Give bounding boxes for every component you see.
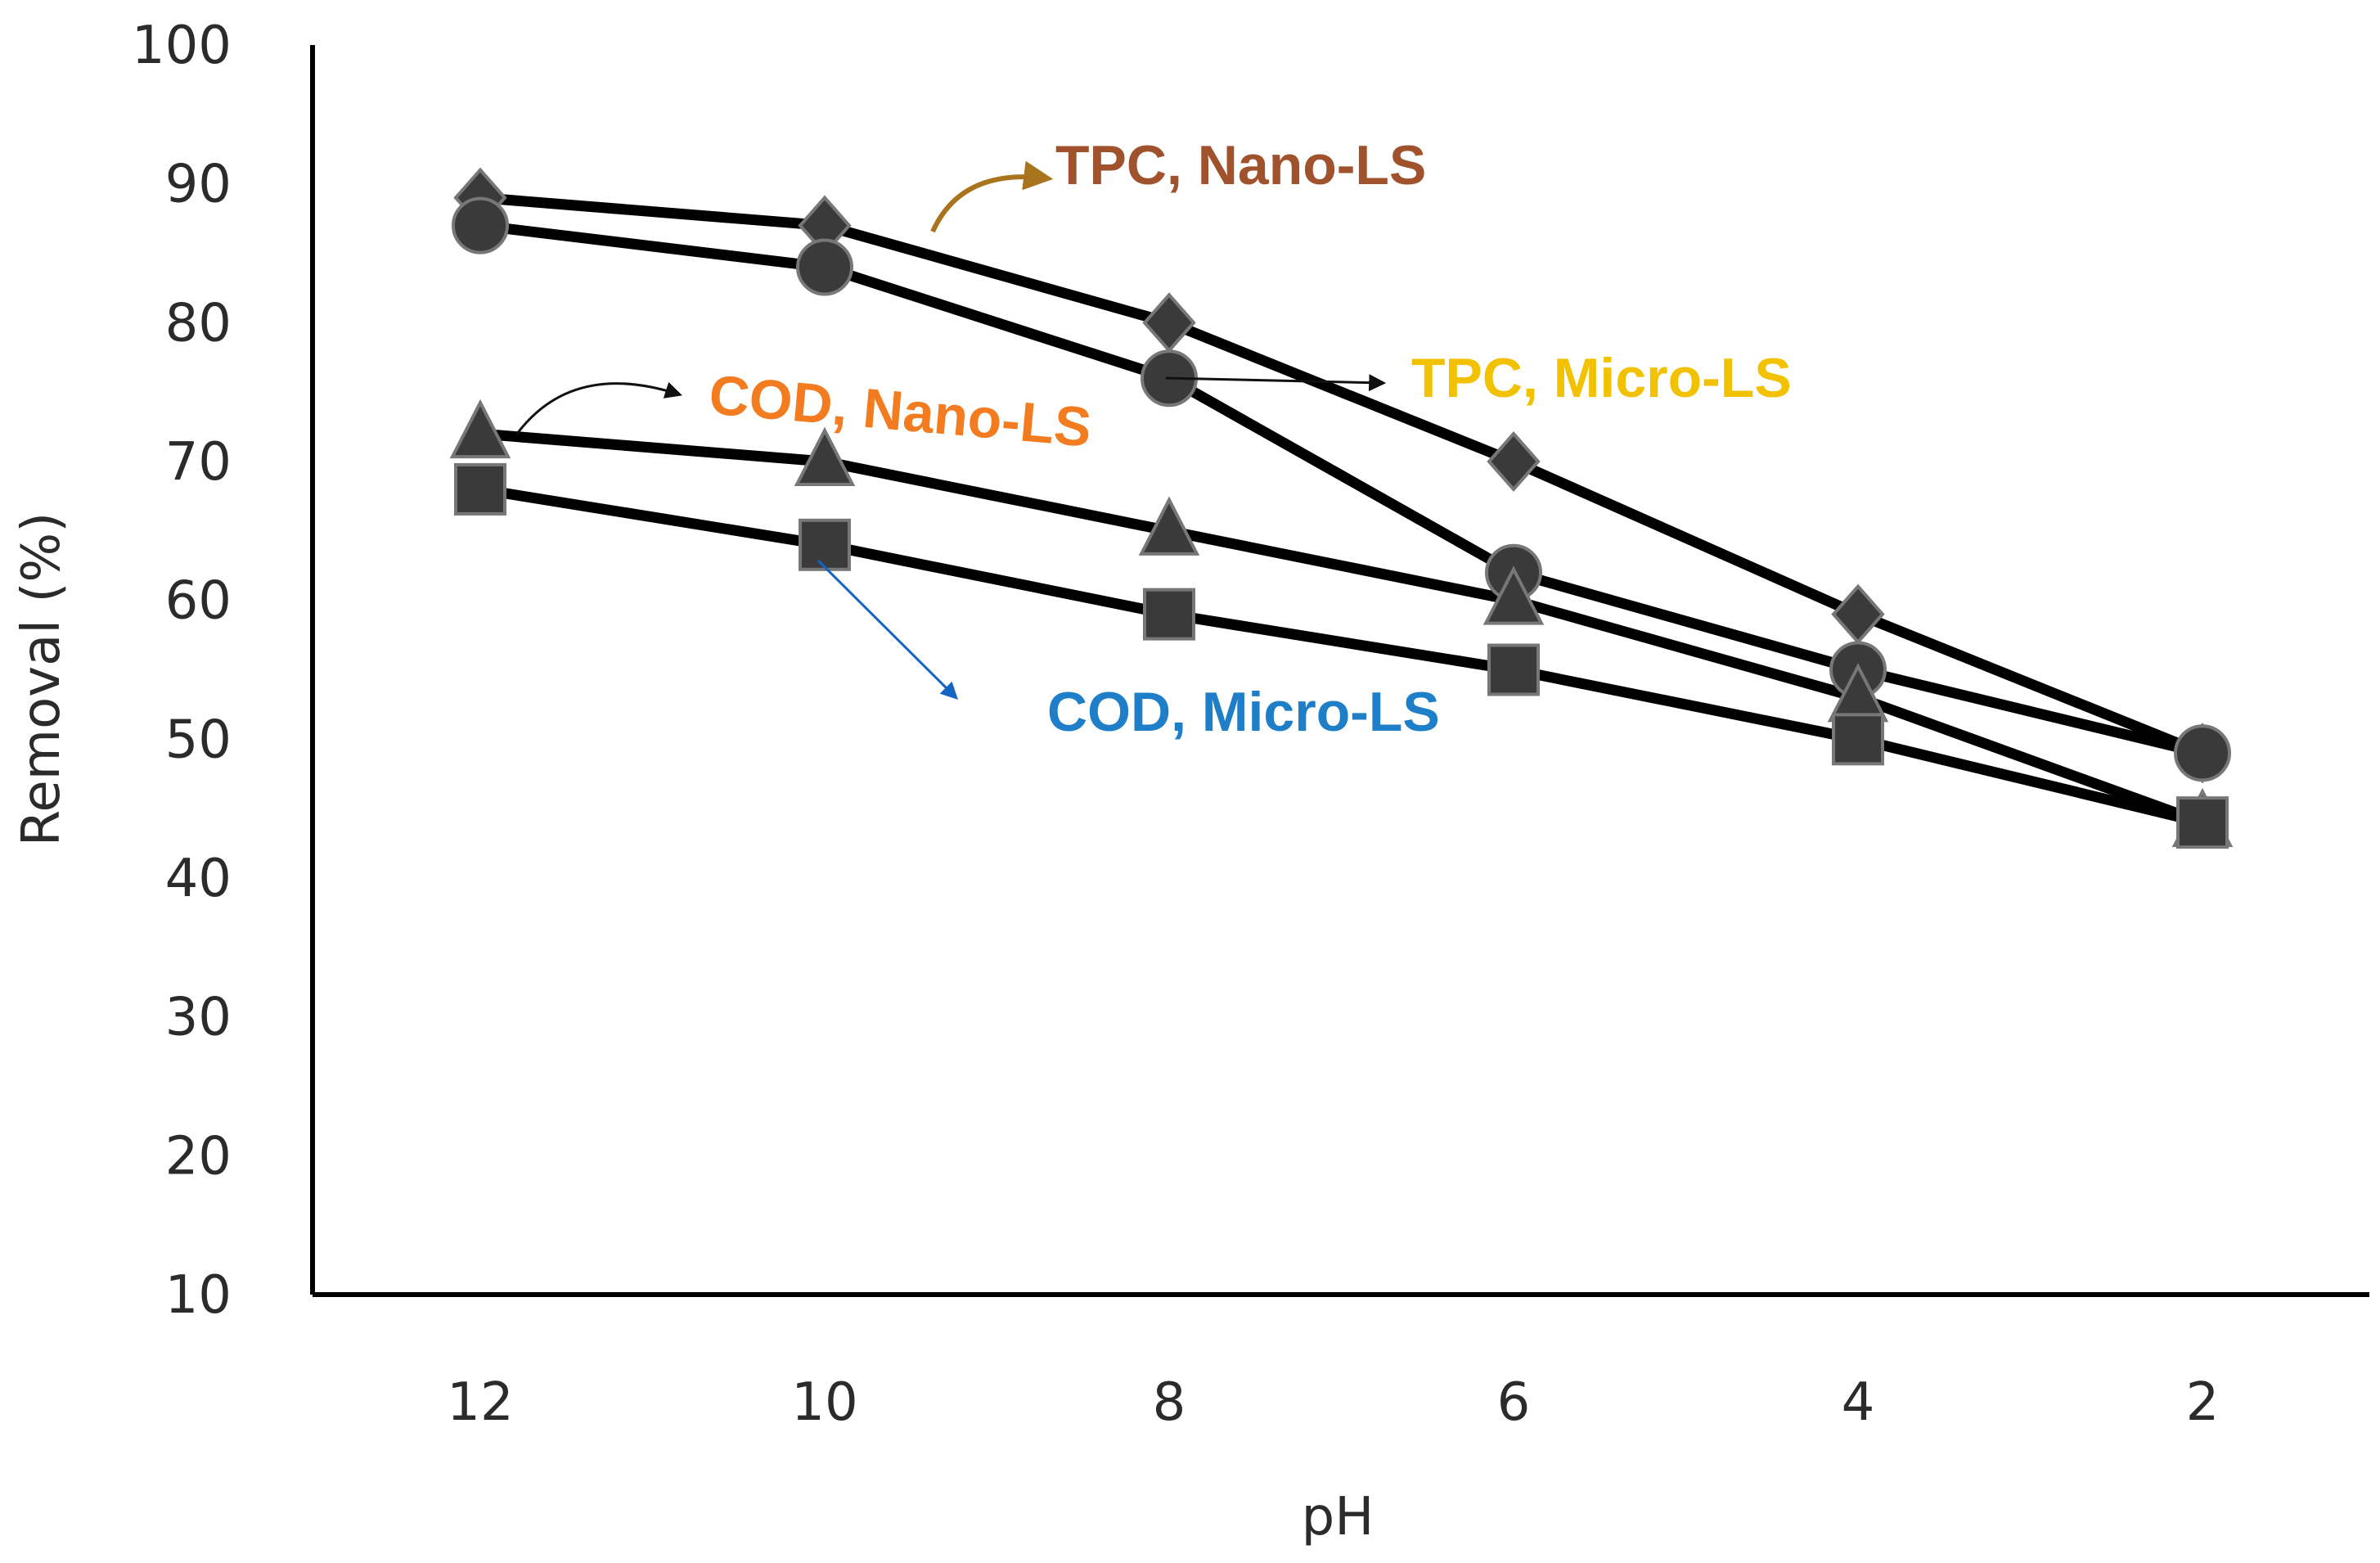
y-tick-label: 50	[165, 709, 232, 770]
data-point-cod-nano-ls	[1138, 496, 1200, 556]
annotation-arrow-cod-micro	[817, 559, 958, 700]
y-axis-title: Removal (%)	[11, 512, 72, 846]
y-tick-label: 10	[165, 1265, 232, 1326]
y-tick-label: 60	[165, 571, 232, 632]
series-line-cod-micro-ls	[475, 484, 2208, 828]
data-point-tpc-micro-ls	[796, 238, 853, 296]
annotation-label-cod-nano: COD, Nano-LS	[707, 363, 1094, 459]
annotation-label-tpc-micro: TPC, Micro-LS	[1411, 347, 1792, 409]
annotation-arrow-tpc-nano	[930, 160, 1054, 233]
y-tick-label: 70	[165, 432, 232, 493]
x-tick-label: 12	[447, 1372, 513, 1433]
data-point-cod-micro-ls	[454, 462, 506, 516]
annotation-arrow-tpc-micro	[1165, 374, 1387, 392]
data-point-tpc-micro-ls	[452, 196, 509, 254]
series-line-tpc-nano-ls	[475, 192, 2208, 759]
y-tick-label: 40	[165, 849, 232, 909]
data-point-tpc-nano-ls	[1831, 583, 1885, 645]
data-point-cod-nano-ls	[449, 399, 511, 459]
data-point-cod-micro-ls	[1487, 643, 1540, 696]
y-tick-label: 30	[165, 988, 232, 1048]
annotation-label-tpc-nano: TPC, Nano-LS	[1055, 134, 1426, 196]
data-point-cod-micro-ls	[1143, 588, 1195, 641]
data-point-cod-nano-ls	[794, 426, 856, 486]
y-tick-label: 90	[165, 155, 232, 215]
data-point-cod-nano-ls	[1482, 565, 1545, 625]
annotation-label-cod-micro: COD, Micro-LS	[1047, 681, 1440, 743]
x-tick-label: 6	[1497, 1372, 1531, 1433]
data-point-cod-micro-ls	[1832, 713, 1884, 766]
series-line-cod-nano-ls	[475, 428, 2208, 828]
y-tick-label: 80	[165, 293, 232, 354]
x-tick-label: 8	[1153, 1372, 1186, 1433]
y-tick-label: 100	[132, 16, 232, 76]
data-point-cod-micro-ls	[2176, 796, 2229, 849]
series-line-tpc-micro-ls	[475, 220, 2208, 759]
x-tick-label: 4	[1842, 1372, 1875, 1433]
data-point-cod-micro-ls	[799, 518, 851, 571]
data-point-tpc-micro-ls	[2174, 724, 2231, 782]
x-tick-label: 10	[791, 1372, 857, 1433]
x-axis-title: pH	[1302, 1487, 1374, 1547]
annotation-arrow-cod-nano	[515, 381, 682, 435]
x-tick-label: 2	[2186, 1372, 2220, 1433]
data-point-tpc-nano-ls	[1487, 430, 1541, 493]
data-point-tpc-nano-ls	[1142, 292, 1196, 354]
y-tick-label: 20	[165, 1126, 232, 1187]
